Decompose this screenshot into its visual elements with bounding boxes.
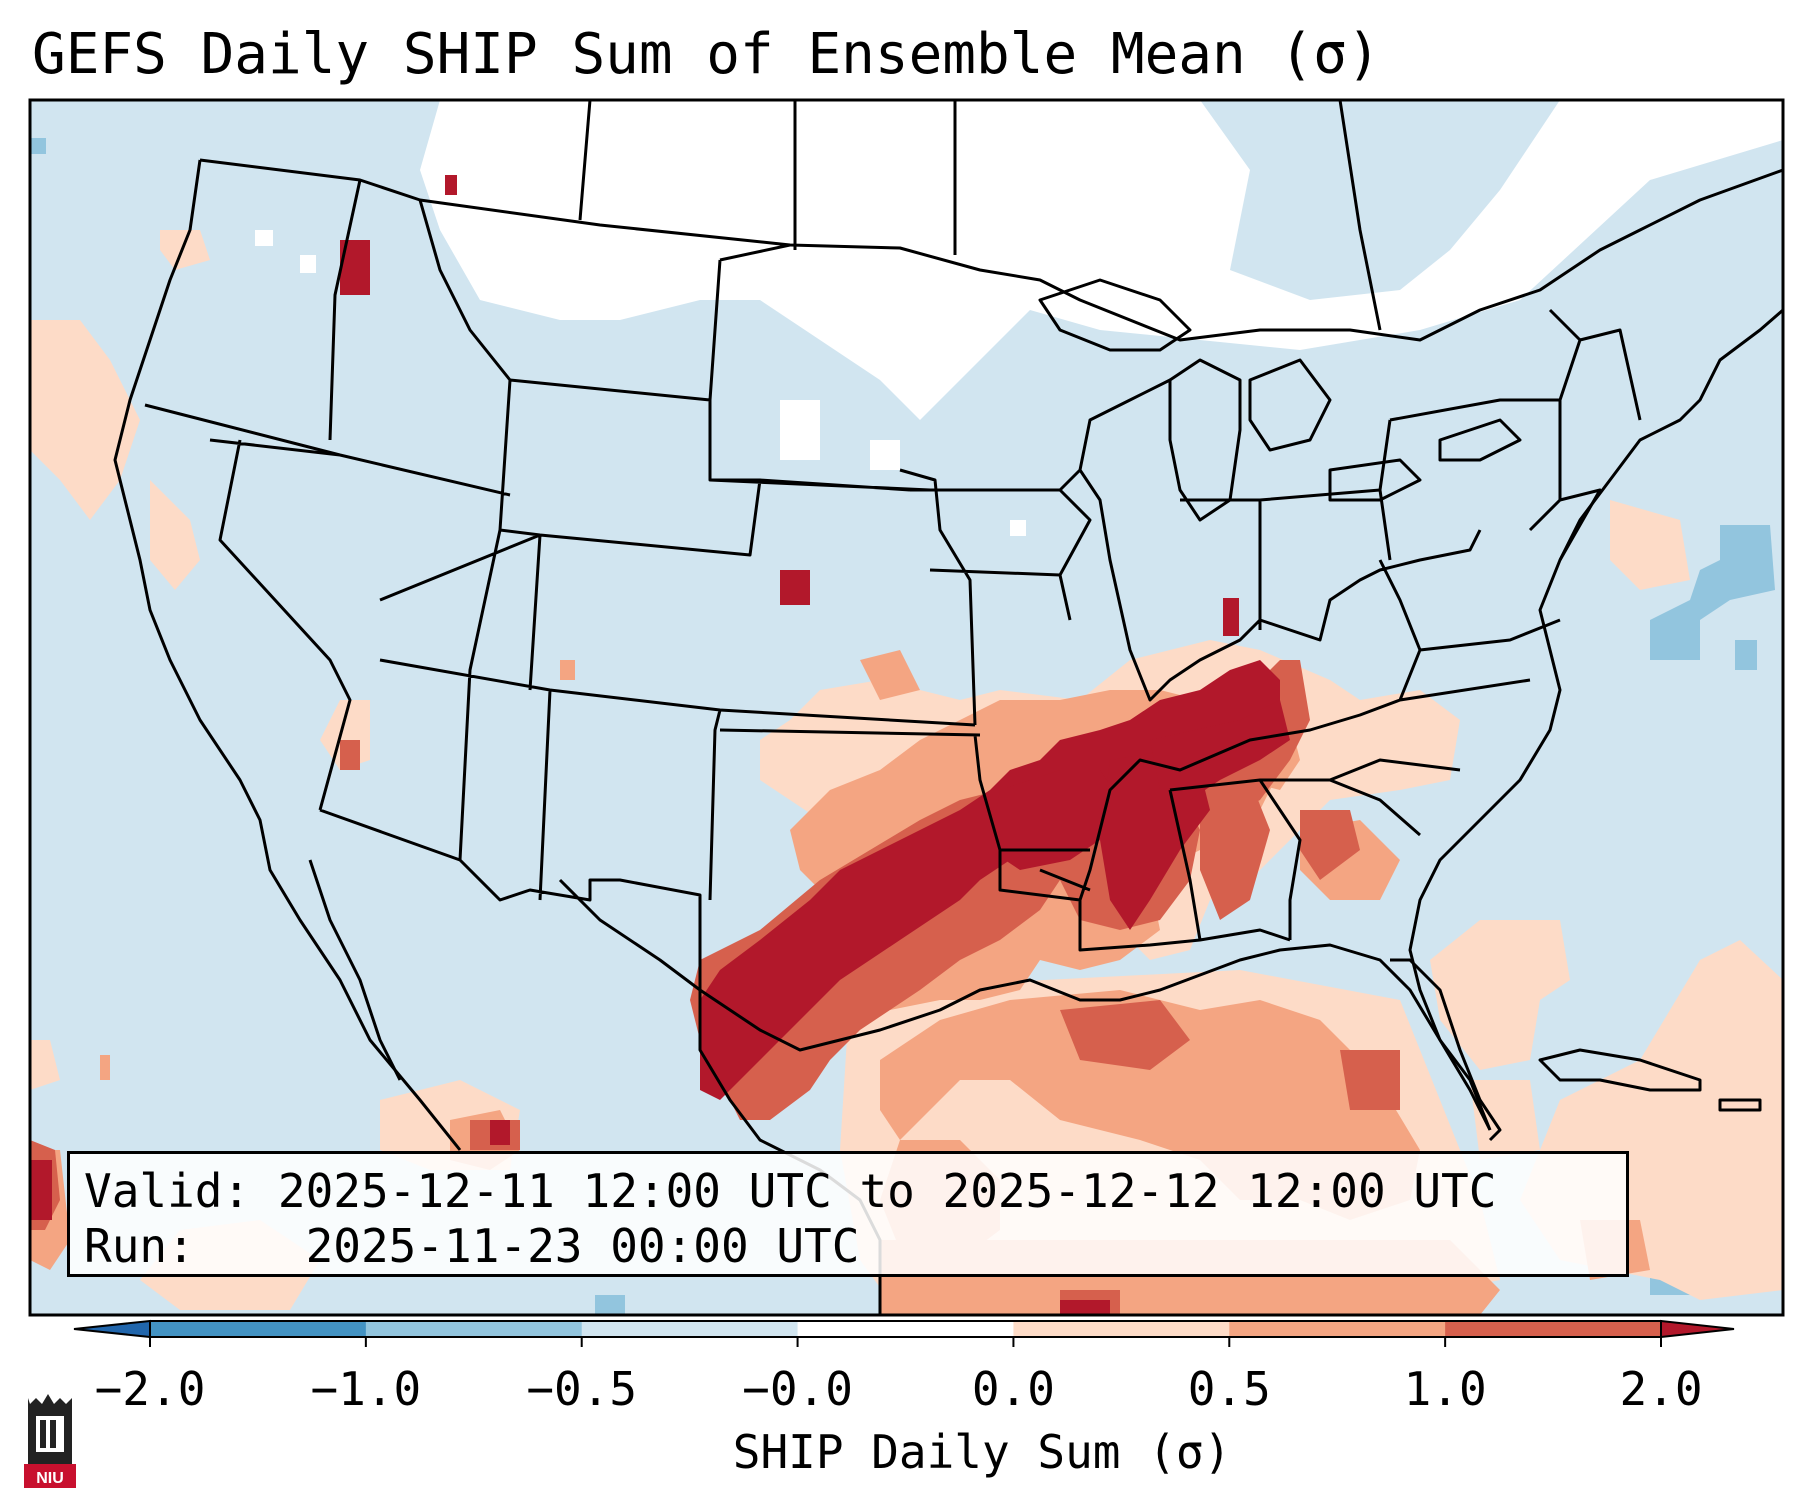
colorbar-bin — [1445, 1321, 1662, 1337]
validity-info-box: Valid: 2025-12-11 12:00 UTC to 2025-12-1… — [67, 1151, 1629, 1277]
west-coast — [113, 159, 462, 1151]
gulf-coast — [558, 878, 1492, 1131]
colorbar-over-triangle — [1660, 1319, 1735, 1339]
colorbar-tick-label: 2.0 — [1619, 1362, 1703, 1416]
map-boundaries — [113, 100, 1783, 1315]
colorbar-bin — [1229, 1321, 1446, 1337]
colorbar-tick-label: −1.0 — [310, 1362, 422, 1416]
colorbar-bins — [150, 1321, 1662, 1337]
extreme-positive-anomaly-regions — [30, 175, 1290, 1315]
colorbar-bin — [797, 1321, 1014, 1337]
colorbar-bin — [150, 1321, 367, 1337]
anomaly-field — [30, 100, 1783, 1315]
page-title: GEFS Daily SHIP Sum of Ensemble Mean (σ) — [32, 22, 1381, 87]
colorbar-tick-label: −0.0 — [742, 1362, 853, 1416]
colorbar-tick-label: 1.0 — [1403, 1362, 1487, 1416]
florida — [1390, 958, 1502, 1142]
colorbar-tick-label: −2.0 — [94, 1362, 206, 1416]
map-frame — [28, 98, 1785, 1317]
colorbar-bin — [1013, 1321, 1230, 1337]
colorbar-tick-label: 0.5 — [1187, 1362, 1271, 1416]
colorbar-label: SHIP Daily Sum (σ) — [732, 1425, 1232, 1479]
niu-logo: NIU — [24, 1394, 76, 1488]
us-canada-border — [199, 158, 1783, 342]
logo-text: NIU — [36, 1470, 64, 1487]
colorbar-under-triangle — [73, 1319, 151, 1339]
colorbar-tick-label: 0.0 — [971, 1362, 1055, 1416]
baja-coast — [308, 859, 402, 1081]
valid-time: 2025-12-11 12:00 UTC to 2025-12-12 12:00… — [277, 1164, 1497, 1218]
colorbar-bin — [365, 1321, 583, 1337]
colorbar-bin — [581, 1321, 799, 1337]
atlantic-coast — [1408, 308, 1783, 1131]
run-time: 2025-11-23 00:00 UTC — [305, 1219, 860, 1273]
colorbar — [73, 1319, 1735, 1347]
colorbar-frame — [149, 1320, 1662, 1338]
colorbar-tick-label: −0.5 — [526, 1362, 638, 1416]
state-lines — [144, 179, 1642, 990]
colorbar-tick-marks — [149, 1337, 1662, 1347]
neutral-anomaly-regions — [255, 100, 1783, 536]
run-label: Run: — [84, 1219, 195, 1273]
caribbean-islands — [1538, 1048, 1762, 1112]
canada-provinces — [578, 100, 1382, 331]
valid-label: Valid: — [84, 1164, 251, 1218]
